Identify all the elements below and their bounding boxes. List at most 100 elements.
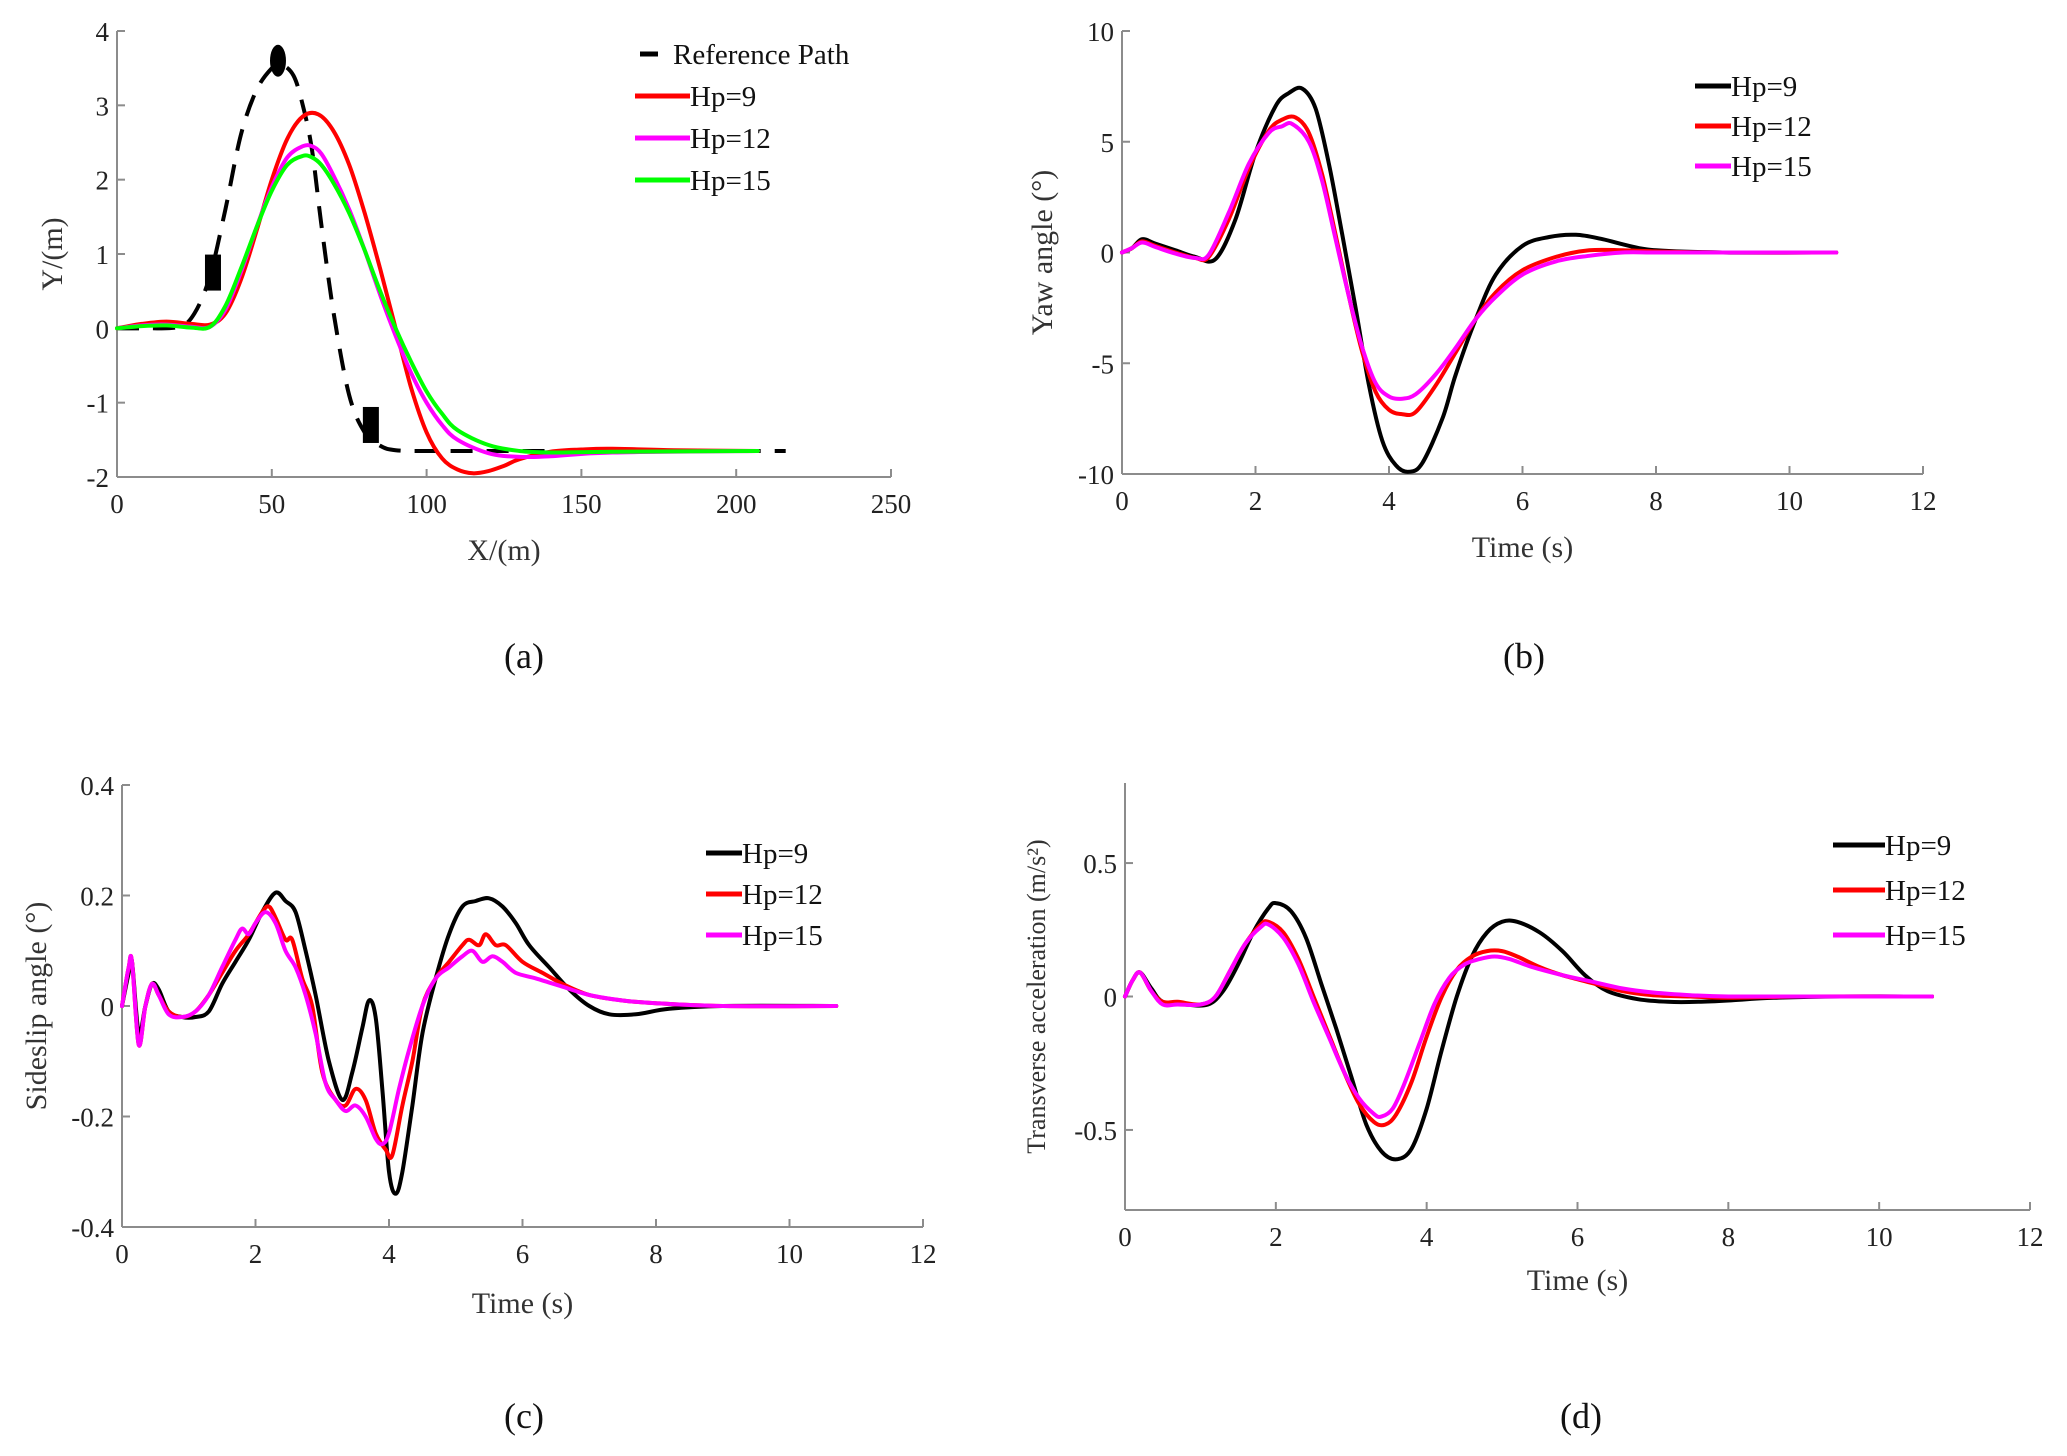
obstacle-rect-marker [362,406,379,443]
x-tick-label: 6 [1571,1222,1585,1252]
y-tick-label: 4 [96,17,110,47]
y-tick-label: -0.4 [71,1213,114,1243]
panel-b-yaw-angle: 0 2 4 6 8 10 12 -10 -5 0 5 10 Time (s) Yaw angle (°) H… [1026,17,1937,564]
y-tick-label: 0 [101,992,115,1022]
x-tick-label: 0 [115,1239,129,1269]
y-tick-label: 0.2 [80,882,114,912]
legend-a: Reference Path Hp=9 Hp=12 Hp=15 [635,39,850,197]
y-tick-label: -10 [1078,460,1114,490]
y-tick-label: -0.5 [1074,1116,1117,1146]
x-tick-label: 10 [776,1239,803,1269]
x-tick-label: 12 [2017,1222,2044,1252]
x-tick-label: 8 [649,1239,663,1269]
axes-a: 0 50 100 150 200 250 -2 -1 0 1 2 3 4 X/(m) Y/(m) [36,17,911,567]
panel-c-sideslip-angle: 0 2 4 6 8 10 12 -0.4 -0.2 0 0.2 0.4 Time (s) Sideslip… [20,771,937,1320]
y-tick-label: 2 [96,166,110,196]
x-tick-label: 2 [1269,1222,1283,1252]
legend-label: Hp=15 [742,920,823,952]
legend-label: Hp=15 [1731,151,1812,183]
legend-item: Hp=9 [1833,830,1951,862]
y-tick-label: -5 [1092,349,1115,379]
y-tick-label: 0.5 [1083,849,1117,879]
axes-d: 0 2 4 6 8 10 12 -0.5 0 0.5 Time (s) Transverse acce… [1022,783,2044,1297]
legend-label: Hp=12 [690,123,771,155]
caption-d: (d) [1560,1396,1602,1436]
y-axis-label: Sideslip angle (°) [20,902,53,1111]
legend-label: Hp=9 [742,838,808,870]
y-axis-label: Transverse acceleration (m/s²) [1022,839,1051,1153]
y-tick-label: 0 [1101,239,1115,269]
series-line-hp-9 [1120,85,1839,474]
x-tick-label: 50 [258,489,285,519]
x-tick-label: 100 [406,489,447,519]
y-tick-label: 10 [1087,17,1114,47]
axes-b: 0 2 4 6 8 10 12 -10 -5 0 5 10 Time (s) Yaw angle (°) [1026,17,1937,564]
x-tick-label: 2 [249,1239,263,1269]
legend-label: Hp=12 [1885,875,1966,907]
legend-label: Hp=12 [1731,111,1812,143]
x-tick-label: 6 [1516,486,1530,516]
legend-item: Hp=12 [1695,111,1812,143]
y-axis-label: Y/(m) [36,217,69,290]
y-tick-label: 3 [96,91,110,121]
x-tick-label: 12 [910,1239,937,1269]
legend-b: Hp=9 Hp=12 Hp=15 [1695,71,1812,183]
x-tick-label: 2 [1249,486,1263,516]
series-line-hp-15 [1120,121,1839,401]
x-tick-label: 200 [716,489,757,519]
y-axis-label: Yaw angle (°) [1026,170,1059,336]
legend-label: Hp=9 [1731,71,1797,103]
legend-item: Hp=9 [706,838,808,870]
series-line-hp-15 [1123,921,1934,1119]
axes-c: 0 2 4 6 8 10 12 -0.4 -0.2 0 0.2 0.4 Time (s) Sideslip… [20,771,937,1320]
y-tick-label: 0 [96,314,110,344]
x-axis-label: Time (s) [1472,531,1573,564]
x-tick-label: 0 [110,489,124,519]
x-tick-label: 8 [1649,486,1663,516]
legend-label: Hp=15 [690,165,771,197]
legend-item: Hp=15 [1695,151,1812,183]
legend-item: Hp=15 [706,920,823,952]
caption-c: (c) [504,1396,544,1436]
legend-item: Hp=12 [1833,875,1966,907]
x-tick-label: 10 [1866,1222,1893,1252]
caption-a: (a) [504,636,544,676]
legend-item: Hp=9 [635,81,756,113]
x-tick-label: 10 [1776,486,1803,516]
caption-b: (b) [1503,636,1545,676]
y-tick-label: 0 [1104,983,1118,1013]
series-line-hp-15 [120,910,839,1147]
x-tick-label: 4 [382,1239,396,1269]
legend-label: Hp=9 [690,81,756,113]
series-line-hp-15 [115,153,760,455]
series-line-hp-9 [120,890,839,1196]
legend-label: Hp=15 [1885,920,1966,952]
legend-item: Hp=12 [635,123,771,155]
x-tick-label: 4 [1420,1222,1434,1252]
legend-item: Hp=15 [1833,920,1966,952]
x-tick-label: 250 [871,489,912,519]
x-tick-label: 8 [1722,1222,1736,1252]
legend-label: Hp=12 [742,879,823,911]
legend-label: Reference Path [673,39,850,71]
y-tick-label: -2 [87,463,110,493]
obstacle-ellipse-marker [269,44,286,77]
series-line-hp-9 [1123,900,1934,1162]
legend-item: Hp=9 [1695,71,1797,103]
x-axis-label: Time (s) [1527,1264,1628,1297]
y-tick-label: 1 [96,240,110,270]
legend-label: Hp=9 [1885,830,1951,862]
x-tick-label: 4 [1382,486,1396,516]
x-tick-label: 0 [1115,486,1129,516]
x-axis-label: Time (s) [472,1287,573,1320]
legend-item: Hp=12 [706,879,823,911]
x-axis-label: X/(m) [467,534,540,567]
panel-a-trajectory: 0 50 100 150 200 250 -2 -1 0 1 2 3 4 X/(m) Y/(m) Refere… [36,17,911,567]
x-tick-label: 0 [1118,1222,1132,1252]
legend-c: Hp=9 Hp=12 Hp=15 [706,838,823,952]
y-tick-label: 0.4 [80,771,114,801]
y-tick-label: 5 [1101,128,1115,158]
legend-item: Hp=15 [635,165,771,197]
obstacle-rect-marker [204,254,221,291]
